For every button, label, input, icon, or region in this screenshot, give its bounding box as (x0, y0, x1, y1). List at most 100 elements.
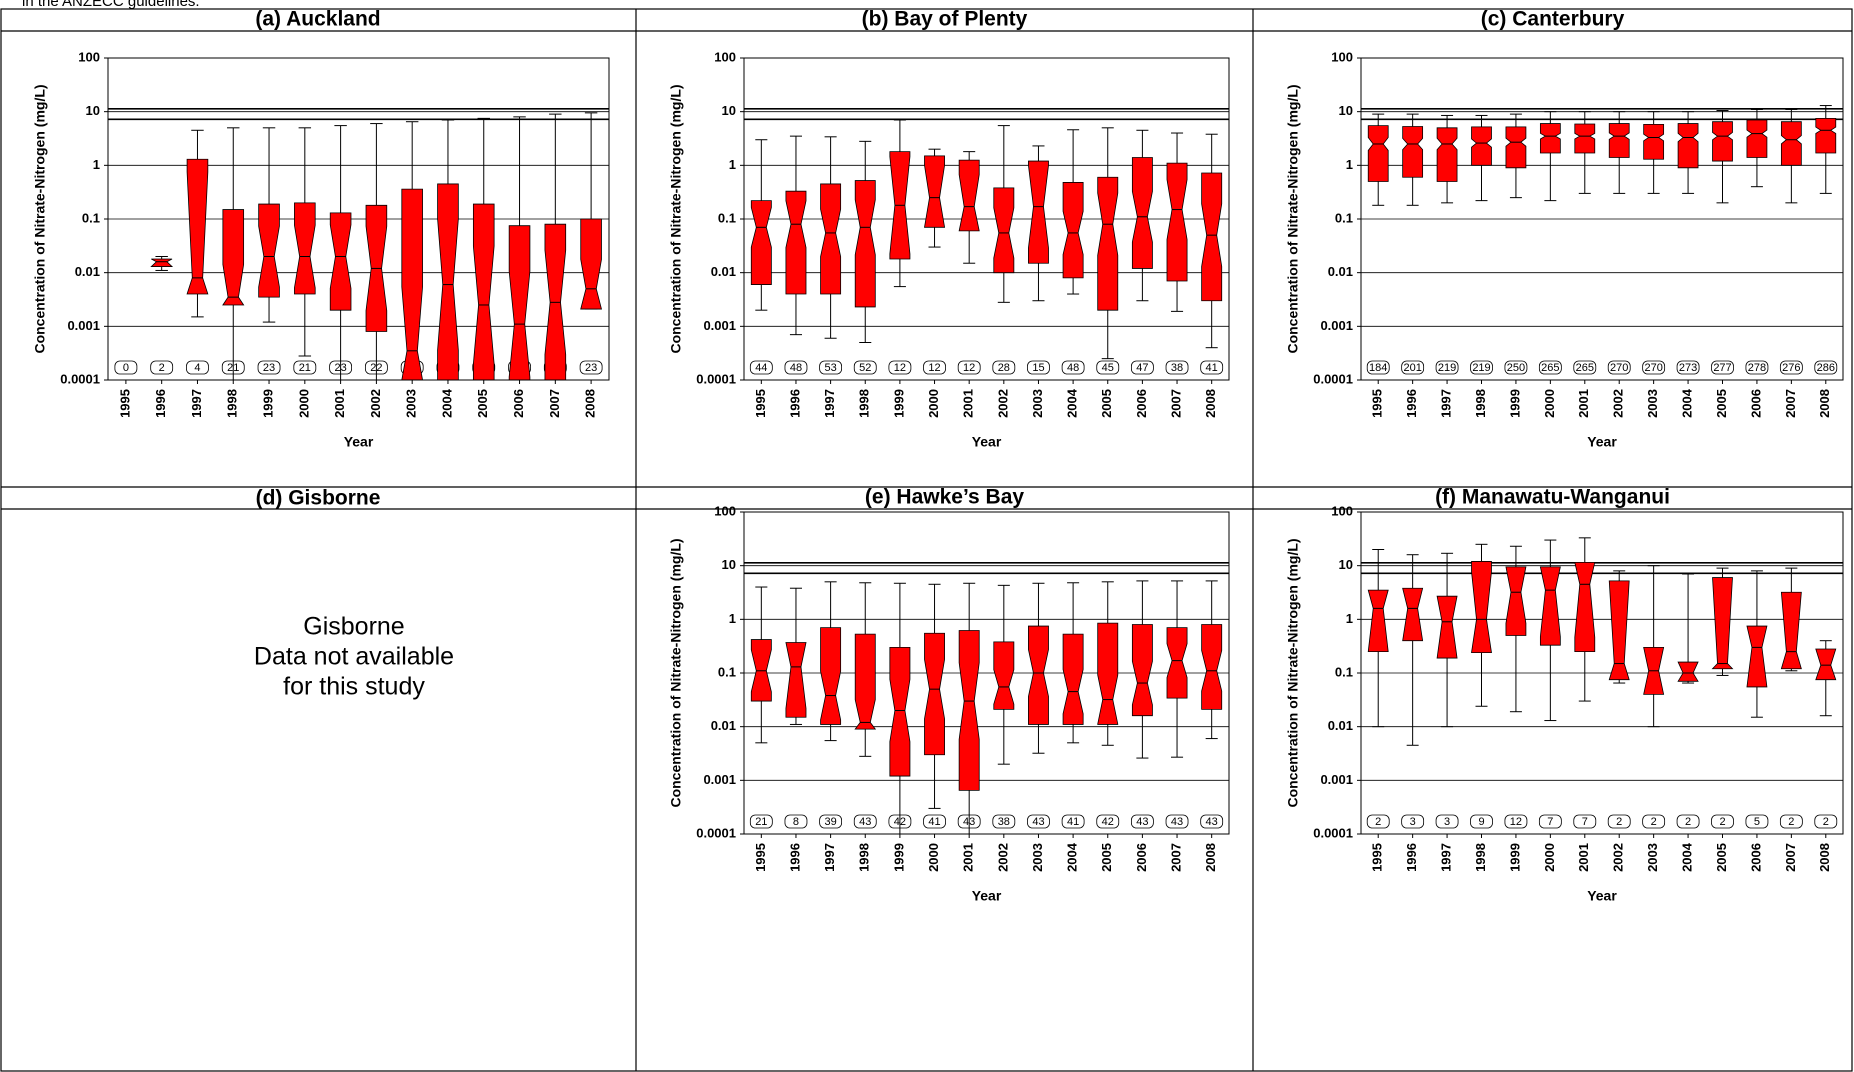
x-tick-label: 2004 (1680, 842, 1695, 872)
count-label: 0 (123, 362, 129, 374)
count-badge (1642, 814, 1666, 829)
count-label: 219 (1438, 362, 1456, 374)
x-tick-label: 2004 (1065, 388, 1080, 418)
x-tick-label: 2005 (1714, 843, 1729, 872)
x-tick-label: 2008 (1203, 389, 1218, 418)
count-label: 23 (585, 362, 597, 374)
count-badge (853, 814, 877, 829)
box (750, 200, 772, 285)
count-badge (1096, 360, 1120, 375)
box (1062, 633, 1084, 725)
count-label: 21 (299, 362, 311, 374)
box (1505, 566, 1527, 636)
count-label: 7 (1582, 816, 1588, 828)
x-tick-label: 2006 (1748, 389, 1763, 418)
box (993, 187, 1015, 274)
x-axis-label: Year (1587, 888, 1617, 904)
count-label: 21 (755, 816, 767, 828)
count-badge (819, 360, 843, 375)
count-badge (1096, 814, 1120, 829)
box (993, 641, 1015, 710)
x-tick-label: 2001 (1576, 843, 1591, 872)
count-label: 45 (1102, 362, 1114, 374)
y-tick-label: 0.01 (1328, 718, 1353, 733)
box (1746, 119, 1768, 158)
panel-title: (a) Auckland (255, 8, 380, 31)
count-label: 2 (1788, 816, 1794, 828)
count-label: 39 (824, 816, 836, 828)
count-label: 276 (1782, 362, 1800, 374)
y-tick-label: 0.001 (703, 772, 736, 787)
panel-title: (f) Manawatu-Wanganui (1435, 486, 1670, 509)
y-tick-label: 1 (729, 611, 736, 626)
x-tick-label: 2008 (1203, 843, 1218, 872)
box (1608, 123, 1630, 158)
x-tick-label: 1996 (787, 843, 802, 872)
x-tick-label: 2007 (1168, 389, 1183, 418)
x-tick-label: 2003 (1645, 389, 1660, 418)
box (1815, 117, 1837, 154)
count-label: 38 (1171, 362, 1183, 374)
x-tick-label: 2002 (995, 843, 1010, 872)
box (1131, 624, 1153, 717)
y-tick-label: 0.0001 (696, 371, 736, 386)
y-tick-label: 10 (86, 103, 100, 118)
box (1780, 121, 1802, 166)
count-label: 2 (1616, 816, 1622, 828)
x-tick-label: 2007 (1168, 843, 1183, 872)
box (222, 209, 245, 306)
count-badge (1676, 814, 1700, 829)
count-badge (1711, 814, 1734, 829)
y-tick-label: 0.1 (82, 210, 100, 225)
x-tick-label: 2006 (1134, 843, 1149, 872)
panel-title: (c) Canterbury (1481, 8, 1625, 31)
count-label: 41 (928, 816, 940, 828)
count-label: 277 (1713, 362, 1731, 374)
box (889, 646, 911, 777)
y-tick-label: 0.01 (711, 718, 736, 733)
count-badge (957, 360, 981, 375)
box (820, 627, 842, 725)
y-tick-label: 100 (714, 49, 736, 64)
count-badge (1366, 814, 1390, 829)
box (854, 633, 877, 730)
count-label: 286 (1817, 362, 1835, 374)
plot-border (743, 511, 1230, 835)
count-badge (1027, 814, 1050, 829)
box (186, 158, 209, 295)
x-tick-label: 1998 (225, 389, 240, 418)
count-badge (1607, 814, 1631, 829)
x-tick-label: 1999 (260, 389, 275, 418)
x-axis-label: Year (972, 434, 1002, 450)
count-badge (1711, 360, 1734, 375)
box (820, 183, 842, 295)
count-label: 43 (859, 816, 871, 828)
y-tick-label: 0.1 (718, 664, 736, 679)
count-label: 41 (1067, 816, 1079, 828)
count-label: 4 (194, 362, 200, 374)
count-label: 43 (1136, 816, 1148, 828)
x-tick-label: 1999 (1507, 389, 1522, 418)
box (1780, 591, 1802, 670)
y-tick-label: 1 (1346, 611, 1353, 626)
x-tick-label: 2000 (926, 389, 941, 418)
count-badge (1607, 360, 1631, 375)
count-label: 15 (1032, 362, 1044, 374)
panel-title: (e) Hawke’s Bay (865, 486, 1024, 509)
count-badge (1061, 814, 1085, 829)
x-tick-label: 2007 (1783, 843, 1798, 872)
box (1677, 123, 1699, 169)
count-badge (1435, 814, 1459, 829)
y-tick-label: 100 (78, 49, 100, 64)
x-tick-label: 2004 (439, 388, 454, 418)
y-tick-label: 0.01 (711, 264, 736, 279)
x-tick-label: 1997 (1439, 843, 1454, 872)
count-badge (1470, 360, 1493, 375)
x-tick-label: 1995 (753, 389, 768, 418)
x-axis-label: Year (344, 434, 374, 450)
count-badge (1130, 814, 1154, 829)
x-tick-label: 1997 (822, 389, 837, 418)
box (1201, 172, 1223, 302)
x-tick-label: 2006 (511, 389, 526, 418)
count-badge (923, 360, 946, 375)
